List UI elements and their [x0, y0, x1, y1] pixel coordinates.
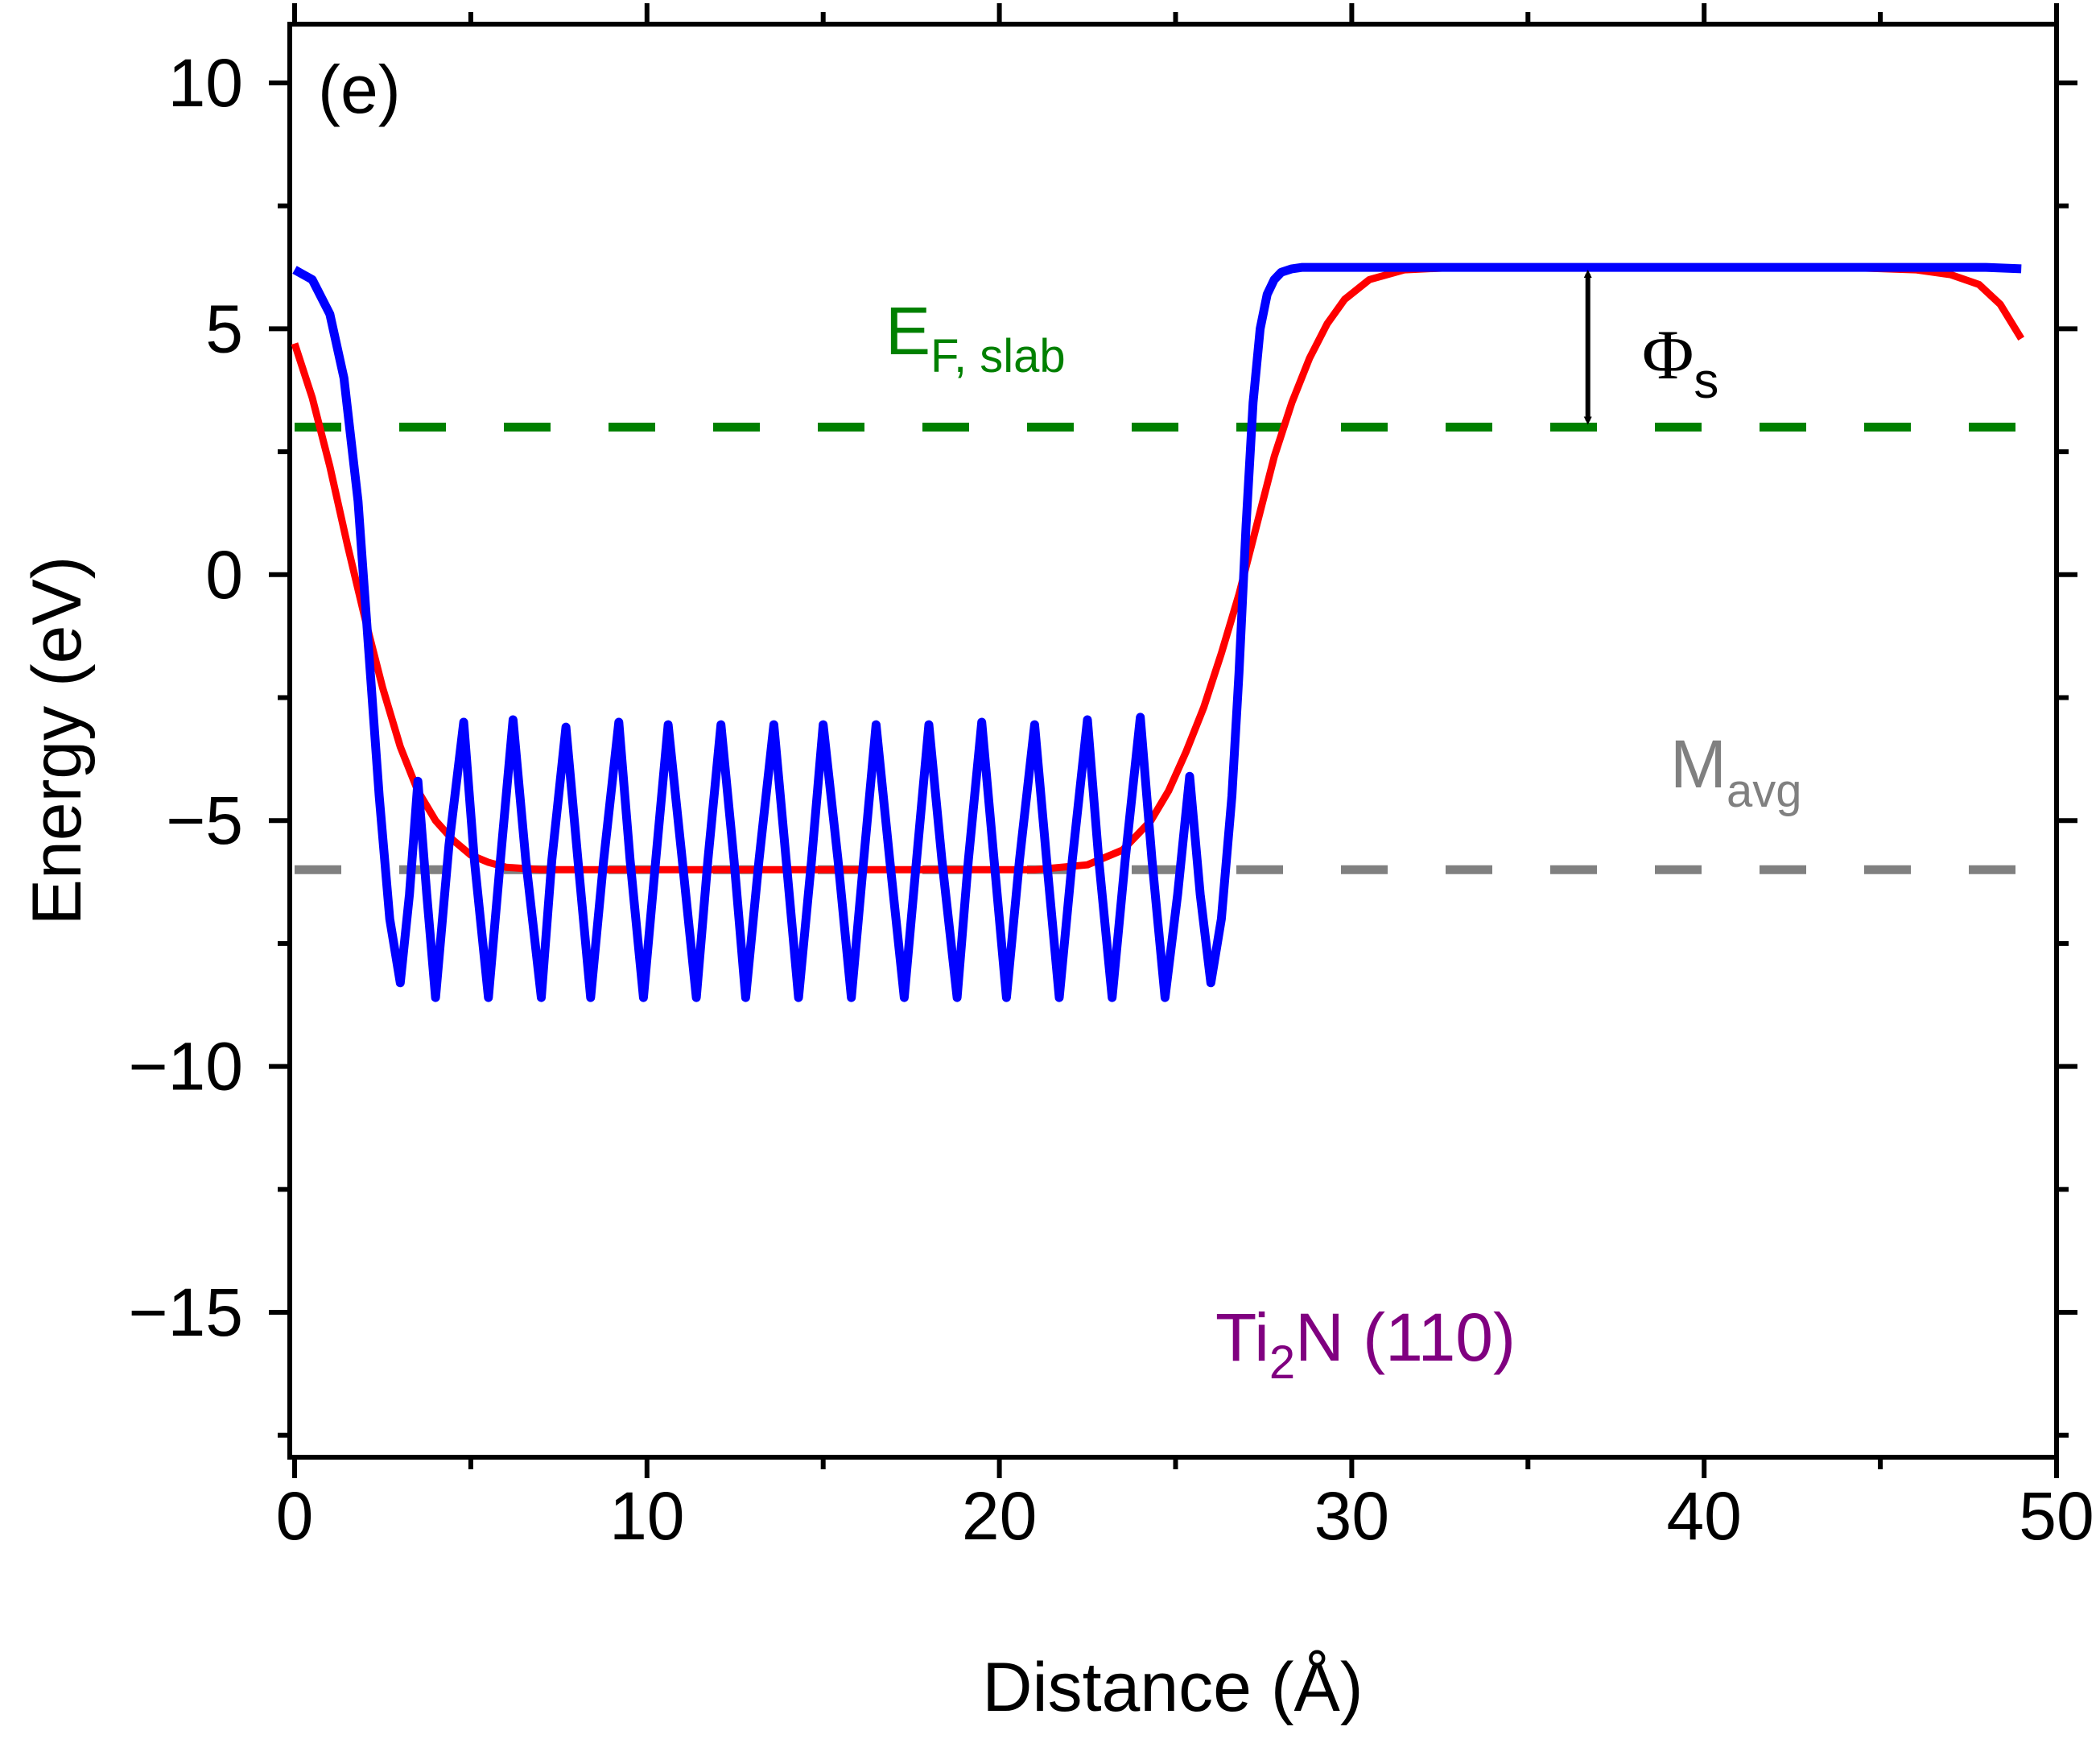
x-tick-label: 20 — [962, 1478, 1037, 1554]
y-tick-label: −10 — [129, 1029, 244, 1105]
x-tick-label: 10 — [609, 1478, 684, 1554]
y-tick-label: 5 — [205, 291, 243, 366]
x-tick-label: 0 — [276, 1478, 314, 1554]
y-tick-label: 0 — [205, 537, 243, 613]
work-function-label: Φs — [1642, 316, 1718, 409]
x-axis-title: Distance (Å) — [982, 1649, 1363, 1726]
y-axis-title: Energy (eV) — [19, 556, 96, 926]
y-tick-label: 10 — [168, 45, 243, 121]
panel-label: (e) — [318, 52, 401, 127]
x-axis-ticks: 0 10 20 30 40 50 — [276, 3, 2094, 1554]
x-tick-label: 30 — [1314, 1478, 1389, 1554]
y-axis-ticks: 10 5 0 −5 −10 −15 — [129, 45, 2077, 1438]
series-planar-potential — [292, 262, 2022, 1002]
y-tick-label: −5 — [166, 783, 243, 858]
y-tick-label: −15 — [129, 1274, 244, 1350]
x-tick-label: 40 — [1666, 1478, 1741, 1554]
x-tick-label: 50 — [2019, 1478, 2094, 1554]
plot-frame — [287, 22, 2059, 1460]
fermi-level-label: EF, slab — [885, 293, 1066, 382]
average-potential-label: Mavg — [1670, 726, 1802, 817]
material-label: Ti2N (110) — [1215, 1299, 1516, 1389]
